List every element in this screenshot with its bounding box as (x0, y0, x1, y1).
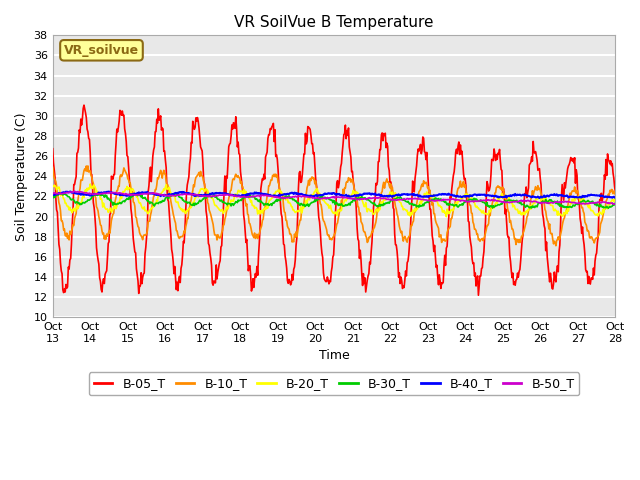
Legend: B-05_T, B-10_T, B-20_T, B-30_T, B-40_T, B-50_T: B-05_T, B-10_T, B-20_T, B-30_T, B-40_T, … (89, 372, 579, 396)
Text: VR_soilvue: VR_soilvue (64, 44, 139, 57)
Title: VR SoilVue B Temperature: VR SoilVue B Temperature (234, 15, 434, 30)
X-axis label: Time: Time (319, 349, 349, 362)
Y-axis label: Soil Temperature (C): Soil Temperature (C) (15, 112, 28, 240)
